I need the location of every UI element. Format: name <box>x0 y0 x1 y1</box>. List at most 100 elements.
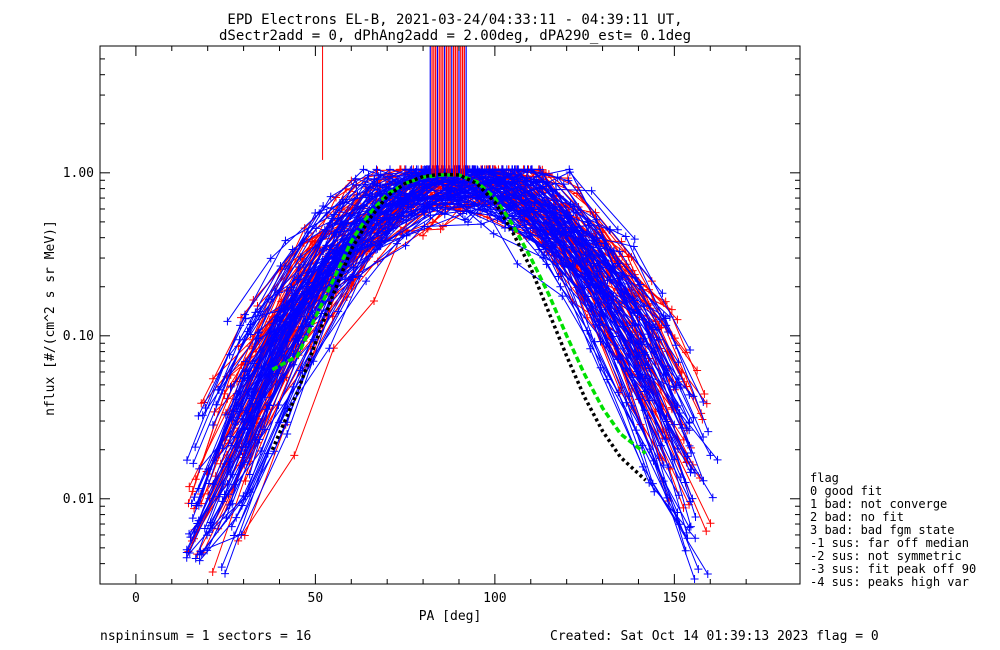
trace-point <box>237 414 246 423</box>
trace-point <box>347 176 356 185</box>
trace-point <box>694 565 703 574</box>
trace-point <box>213 385 222 394</box>
trace-point <box>422 183 431 192</box>
trace-point <box>548 228 557 237</box>
trace-point <box>551 216 560 225</box>
trace-point <box>542 218 551 227</box>
trace-point <box>296 253 305 262</box>
trace-point <box>253 301 262 310</box>
trace-point <box>691 534 700 543</box>
trace-point <box>529 181 538 190</box>
trace-point <box>283 300 292 309</box>
footer-right: Created: Sat Oct 14 01:39:13 2023 flag =… <box>550 629 879 644</box>
x-tick-label: 0 <box>132 591 140 606</box>
trace-point <box>194 501 203 510</box>
trace-point <box>603 299 612 308</box>
trace-point <box>457 181 466 190</box>
trace-point <box>629 242 638 251</box>
trace-point <box>513 259 522 268</box>
trace-point <box>485 165 494 174</box>
trace-point <box>614 388 623 397</box>
trace-point <box>381 180 390 189</box>
trace-point <box>280 262 289 271</box>
trace-point <box>670 420 679 429</box>
trace-point <box>470 202 479 211</box>
trace-point <box>524 233 533 242</box>
trace-point <box>241 492 250 501</box>
trace-point <box>394 178 403 187</box>
trace-point <box>575 240 584 249</box>
x-tick-label: 50 <box>308 591 324 606</box>
trace-point <box>681 546 690 555</box>
trace-point <box>260 425 269 434</box>
legend-entry: 0 good fit <box>810 484 882 498</box>
trace-point <box>338 195 347 204</box>
trace-point <box>477 220 486 229</box>
legend-entry: -4 sus: peaks high var <box>810 575 969 589</box>
trace-point <box>489 229 498 238</box>
y-tick-label: 0.01 <box>63 492 94 507</box>
trace-point <box>630 235 639 244</box>
trace-point <box>289 360 298 369</box>
trace-point <box>340 275 349 284</box>
trace-point <box>203 531 212 540</box>
trace-point <box>512 201 521 210</box>
trace-point <box>227 522 236 531</box>
trace-line <box>204 179 704 529</box>
trace-point <box>187 499 196 508</box>
trace-point <box>401 165 410 174</box>
trace-point <box>556 282 565 291</box>
trace-point <box>659 371 668 380</box>
trace-point <box>289 382 298 391</box>
trace-point <box>188 514 197 523</box>
trace-point <box>674 491 683 500</box>
chart-title-line1: EPD Electrons EL-B, 2021-03-24/04:33:11 … <box>227 12 682 28</box>
trace-point <box>569 225 578 234</box>
trace-point <box>702 399 711 408</box>
trace-point <box>375 240 384 249</box>
trace-point <box>704 427 713 436</box>
trace-line <box>243 208 670 468</box>
trace-point <box>334 307 343 316</box>
trace-point <box>368 192 377 201</box>
trace-point <box>241 476 250 485</box>
trace-point <box>290 451 299 460</box>
trace-point <box>431 193 440 202</box>
trace-point <box>645 396 654 405</box>
trace-point <box>217 563 226 572</box>
trace-point <box>191 554 200 563</box>
trace-point <box>237 530 246 539</box>
trace-point <box>387 210 396 219</box>
trace-point <box>669 383 678 392</box>
legend-entry: 1 bad: not converge <box>810 497 947 511</box>
trace-point <box>331 193 340 202</box>
trace-point <box>548 187 557 196</box>
trace-point <box>374 172 383 181</box>
trace-point <box>370 296 379 305</box>
trace-point <box>706 451 715 460</box>
trace-point <box>686 522 695 531</box>
trace-point <box>346 273 355 282</box>
trace-point <box>659 299 668 308</box>
x-tick-label: 100 <box>483 591 506 606</box>
trace-point <box>649 456 658 465</box>
trace-point <box>420 180 429 189</box>
trace-point <box>248 394 257 403</box>
flag-legend: flag 0 good fit 1 bad: not converge 2 ba… <box>810 471 976 589</box>
trace-point <box>659 311 668 320</box>
trace-point <box>564 176 573 185</box>
trace-point <box>245 470 254 479</box>
trace-point <box>418 231 427 240</box>
trace-point <box>655 335 664 344</box>
y-tick-label: 0.10 <box>63 329 94 344</box>
trace-point <box>587 186 596 195</box>
trace-point <box>372 165 381 174</box>
plot-area <box>99 45 801 585</box>
trace-point <box>535 165 544 174</box>
trace-point <box>586 344 595 353</box>
trace-point <box>524 205 533 214</box>
trace-point <box>702 527 711 536</box>
trace-point <box>406 211 415 220</box>
trace-point <box>362 277 371 286</box>
trace-point <box>683 452 692 461</box>
